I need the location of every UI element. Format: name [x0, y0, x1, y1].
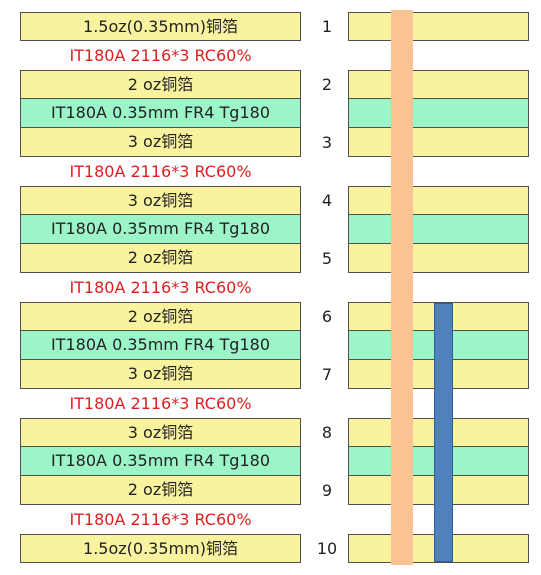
core-layer: IT180A 0.35mm FR4 Tg180 [20, 447, 301, 476]
layer-cross-section [348, 215, 529, 244]
layer-number: 6 [321, 307, 333, 326]
copper-layer: 2 oz铜箔 [20, 476, 301, 505]
layer-cross-section [348, 70, 529, 99]
layer-number: 5 [321, 249, 333, 268]
prepreg-label: IT180A 2116*3 RC60% [69, 46, 252, 65]
copper-layer: 2 oz铜箔 [20, 302, 301, 331]
layer-number: 9 [321, 481, 333, 500]
prepreg-label: IT180A 2116*3 RC60% [69, 394, 252, 413]
core-layer: IT180A 0.35mm FR4 Tg180 [20, 331, 301, 360]
copper-layer: 3 oz铜箔 [20, 360, 301, 389]
core-layer: IT180A 0.35mm FR4 Tg180 [20, 215, 301, 244]
copper-layer: 1.5oz(0.35mm)铜箔 [20, 534, 301, 563]
layer-cross-section [348, 244, 529, 273]
layer-cross-section [348, 99, 529, 128]
layer-number: 7 [321, 365, 333, 384]
layer-number: 10 [316, 539, 338, 558]
prepreg-label: IT180A 2116*3 RC60% [69, 162, 252, 181]
copper-layer: 2 oz铜箔 [20, 244, 301, 273]
copper-layer: 3 oz铜箔 [20, 186, 301, 215]
layer-number: 2 [321, 75, 333, 94]
prepreg-label: IT180A 2116*3 RC60% [69, 510, 252, 529]
through-via-bar [391, 10, 413, 565]
prepreg-label: IT180A 2116*3 RC60% [69, 278, 252, 297]
copper-layer: 3 oz铜箔 [20, 418, 301, 447]
layer-cross-section [348, 128, 529, 157]
layer-cross-section [348, 12, 529, 41]
copper-layer: 1.5oz(0.35mm)铜箔 [20, 12, 301, 41]
layer-cross-section [348, 186, 529, 215]
core-layer: IT180A 0.35mm FR4 Tg180 [20, 99, 301, 128]
layer-number: 1 [321, 17, 333, 36]
blind-via-bar [434, 303, 453, 562]
layer-number: 3 [321, 133, 333, 152]
layer-number: 8 [321, 423, 333, 442]
copper-layer: 2 oz铜箔 [20, 70, 301, 99]
layer-number: 4 [321, 191, 333, 210]
copper-layer: 3 oz铜箔 [20, 128, 301, 157]
